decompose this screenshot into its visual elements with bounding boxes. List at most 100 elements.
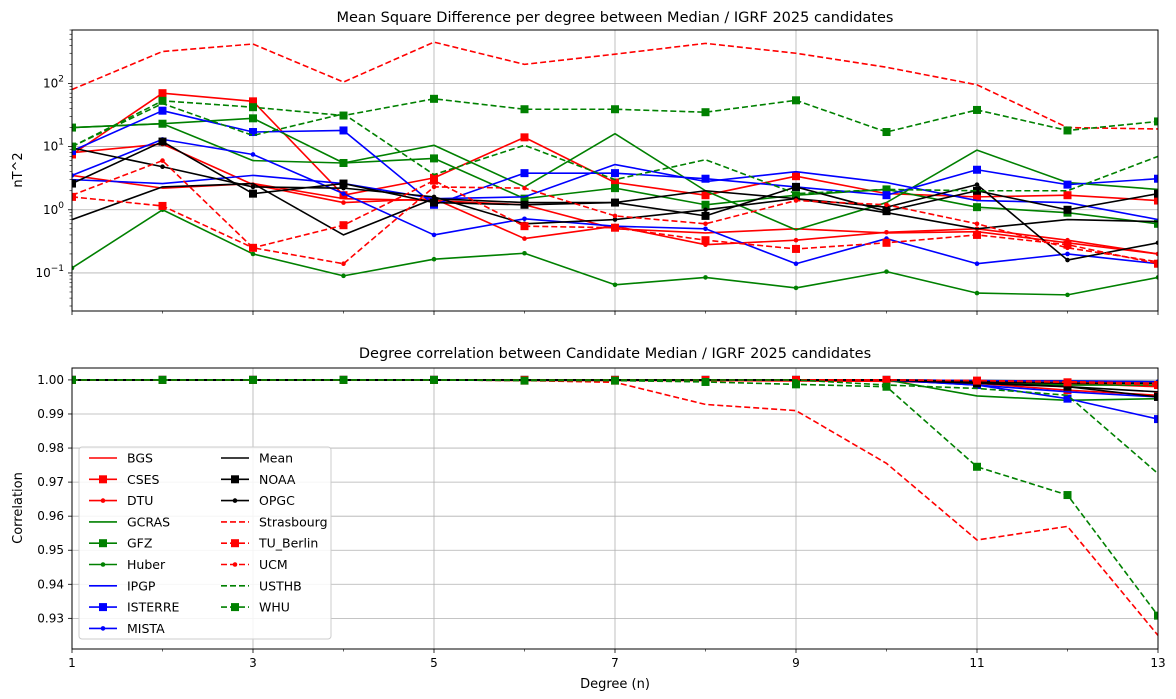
msd-point-mista xyxy=(431,232,437,238)
msd-point-cses xyxy=(158,89,167,98)
msd-point-noaa xyxy=(882,207,891,216)
msd-point-opgc xyxy=(1155,240,1158,246)
correlation-y-tick-label: 0.94 xyxy=(37,577,64,591)
msd-line-strasbourg xyxy=(72,41,1158,130)
msd-point-huber xyxy=(341,273,346,279)
correlation-y-tick-label: 0.95 xyxy=(37,543,64,557)
correlation-point-whu xyxy=(249,375,257,384)
msd-point-whu xyxy=(1154,117,1158,126)
msd-point-noaa xyxy=(72,179,76,188)
msd-point-noaa xyxy=(339,179,348,188)
msd-point-tu-berlin xyxy=(520,222,529,231)
legend-item-ipgp: IPGP xyxy=(89,578,156,593)
msd-point-cses xyxy=(1063,191,1072,200)
msd-point-ucm xyxy=(703,221,708,227)
msd-series-noaa xyxy=(72,137,1158,220)
msd-point-whu xyxy=(430,94,438,103)
legend-label: Strasbourg xyxy=(259,514,328,529)
legend-marker xyxy=(99,539,107,548)
msd-y-axis-label: nT^2 xyxy=(11,152,26,187)
correlation-x-tick-label: 3 xyxy=(249,656,257,670)
msd-point-noaa xyxy=(158,137,167,146)
correlation-point-whu xyxy=(430,375,438,384)
correlation-point-tu-berlin xyxy=(1154,381,1158,390)
msd-point-mista xyxy=(703,226,708,232)
msd-point-whu xyxy=(792,96,800,105)
msd-point-gfz xyxy=(158,119,167,128)
msd-point-opgc xyxy=(974,182,980,187)
msd-point-dtu xyxy=(884,230,889,235)
legend-label: UCM xyxy=(259,557,288,572)
msd-point-ucm xyxy=(1065,245,1070,251)
msd-point-cses xyxy=(520,133,529,142)
msd-point-gfz xyxy=(701,200,710,209)
legend-marker xyxy=(99,475,107,484)
legend-marker xyxy=(232,562,238,567)
legend-marker xyxy=(231,475,239,484)
msd-series-whu xyxy=(72,94,1158,151)
msd-y-tick-label: 100 xyxy=(43,201,64,217)
msd-point-gfz xyxy=(1154,219,1158,228)
correlation-series-whu xyxy=(72,375,1158,620)
msd-point-tu-berlin xyxy=(973,230,981,239)
msd-point-noaa xyxy=(701,211,710,220)
msd-point-isterre xyxy=(611,169,619,178)
legend-marker xyxy=(231,539,239,548)
correlation-point-ucm xyxy=(884,377,889,383)
msd-point-opgc xyxy=(160,164,165,170)
legend-label: Huber xyxy=(127,557,166,572)
msd-point-isterre xyxy=(158,106,167,115)
legend-item-strasbourg: Strasbourg xyxy=(221,514,328,529)
msd-series-ucm xyxy=(72,158,1158,267)
legend-marker xyxy=(100,498,106,503)
msd-series-ipgp xyxy=(72,163,1158,221)
msd-point-ucm xyxy=(160,158,165,163)
msd-point-gfz xyxy=(792,191,800,200)
correlation-point-whu xyxy=(973,462,981,471)
correlation-point-isterre xyxy=(1063,394,1072,403)
msd-point-ucm xyxy=(250,245,256,251)
legend-label: GCRAS xyxy=(127,514,170,529)
correlation-y-tick-label: 1.00 xyxy=(37,373,64,387)
legend-marker xyxy=(231,603,239,612)
msd-point-huber xyxy=(1065,292,1070,298)
legend-marker xyxy=(232,498,238,503)
msd-point-opgc xyxy=(1065,257,1070,263)
correlation-point-whu xyxy=(1063,491,1072,500)
legend-label: MISTA xyxy=(127,621,165,636)
legend-marker xyxy=(100,562,106,567)
msd-point-gfz xyxy=(249,114,257,123)
legend-item-tu-berlin: TU_Berlin xyxy=(221,536,318,551)
msd-point-gfz xyxy=(72,123,76,132)
msd-point-tu-berlin xyxy=(339,221,348,230)
legend-item-mean: Mean xyxy=(221,451,293,466)
msd-point-tu-berlin xyxy=(882,238,891,247)
legend-item-usthb: USTHB xyxy=(221,578,302,593)
msd-point-mista xyxy=(250,152,256,157)
msd-point-whu xyxy=(973,105,981,114)
msd-point-dtu xyxy=(522,236,527,241)
legend-item-gfz: GFZ xyxy=(89,536,152,551)
correlation-point-whu xyxy=(611,376,619,385)
msd-point-ucm xyxy=(1155,259,1158,265)
msd-axes: 10−1 100 101 102 xyxy=(35,29,1159,315)
msd-point-isterre xyxy=(72,147,76,156)
msd-point-noaa xyxy=(792,182,800,191)
correlation-x-tick-label: 9 xyxy=(792,656,800,670)
correlation-y-tick-label: 0.97 xyxy=(37,475,64,489)
legend-item-whu: WHU xyxy=(221,600,290,615)
msd-line-usthb xyxy=(72,102,1158,195)
msd-line-gcras xyxy=(72,122,1158,231)
correlation-point-ucm xyxy=(1065,379,1070,384)
msd-point-tu-berlin xyxy=(1063,240,1072,249)
msd-point-opgc xyxy=(250,184,256,190)
msd-point-tu-berlin xyxy=(430,176,438,185)
msd-point-huber xyxy=(250,251,256,257)
msd-point-ucm xyxy=(72,192,75,198)
msd-point-whu xyxy=(72,142,76,151)
x-axis-label: Degree (n) xyxy=(580,677,650,692)
msd-series-gcras xyxy=(72,122,1158,231)
msd-point-noaa xyxy=(1154,189,1158,198)
correlation-y-tick-label: 0.99 xyxy=(37,407,64,421)
correlation-point-whu xyxy=(792,380,800,389)
